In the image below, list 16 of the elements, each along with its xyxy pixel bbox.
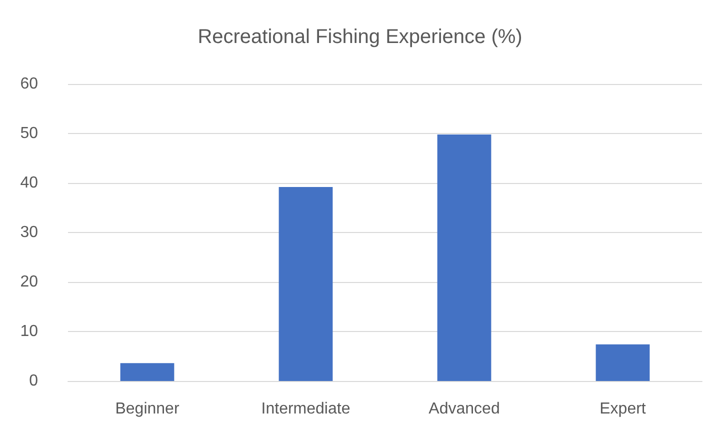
y-tick-label: 60: [20, 76, 38, 92]
x-tick-label: Advanced: [428, 400, 500, 418]
y-tick-label: 30: [20, 224, 38, 241]
bar: [278, 186, 333, 381]
chart-title: Recreational Fishing Experience (%): [198, 26, 522, 48]
x-tick-label: Intermediate: [261, 400, 350, 418]
y-tick-label: 50: [20, 125, 38, 142]
bar: [596, 344, 650, 381]
x-tick-label: Expert: [600, 400, 646, 418]
y-tick-label: 10: [20, 323, 38, 340]
y-tick-label: 40: [20, 174, 38, 192]
bar: [120, 363, 174, 381]
y-tick-label: 0: [29, 372, 38, 390]
y-tick-label: 20: [20, 274, 38, 290]
bar: [437, 134, 492, 381]
x-tick-label: Beginner: [115, 400, 180, 418]
